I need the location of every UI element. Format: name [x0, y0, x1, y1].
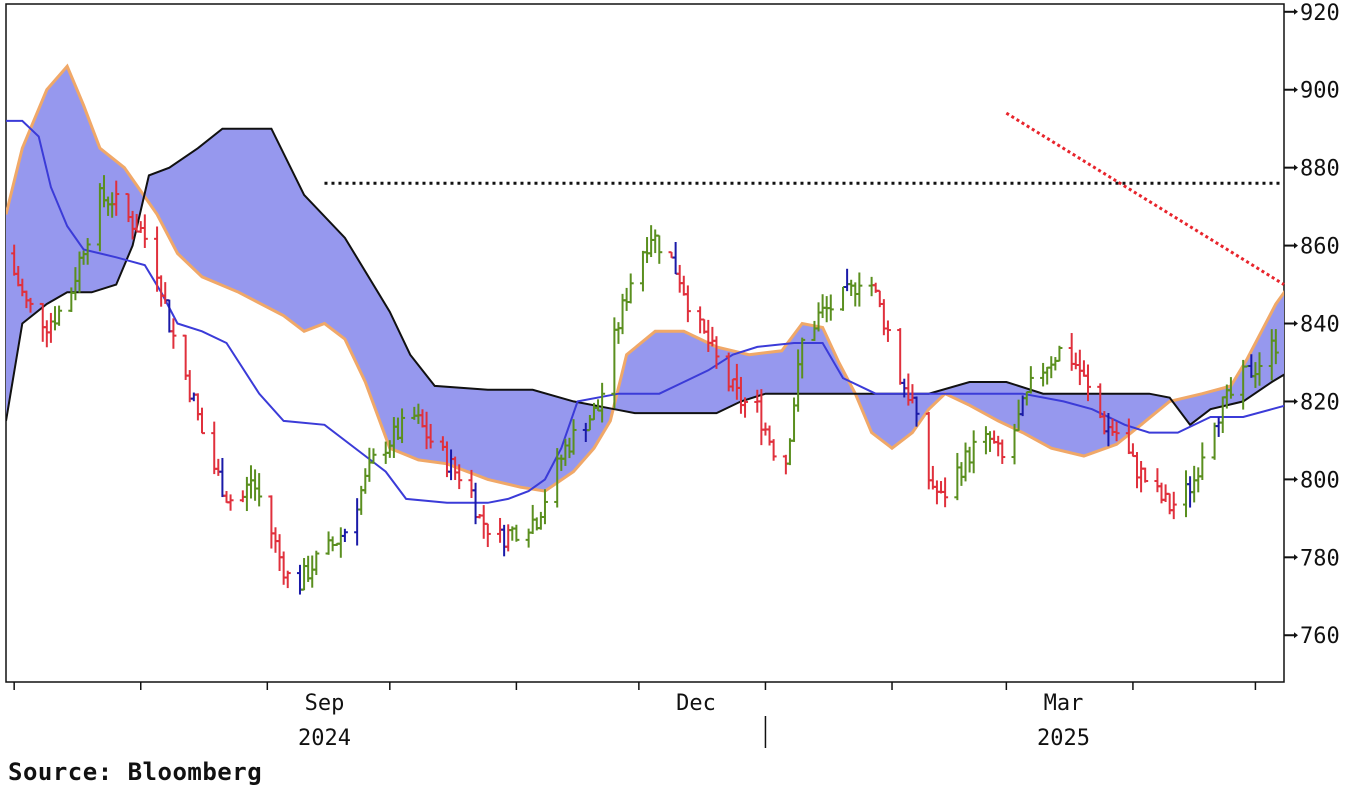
ohlc-bar	[399, 408, 406, 444]
ohlc-bar	[1199, 442, 1206, 481]
ohlc-bar	[913, 396, 920, 427]
annotation-layer	[324, 111, 1285, 286]
ohlc-bar	[456, 464, 463, 490]
y-axis: 760 780 800 820 840 860 880 900 920	[1284, 1, 1340, 649]
ohlc-bar	[541, 489, 548, 525]
ohlc-bar	[770, 439, 777, 461]
y-tick-label: 820	[1300, 390, 1340, 415]
ohlc-bar	[141, 214, 148, 248]
x-month-label: Dec	[676, 691, 716, 716]
ohlc-bar	[370, 448, 377, 464]
y-tick-label: 800	[1300, 468, 1340, 493]
y-tick-label: 760	[1300, 624, 1340, 649]
ohlc-bar	[113, 180, 120, 216]
ohlc-bar	[1170, 491, 1177, 520]
y-tick-arrow	[1294, 554, 1298, 561]
ohlc-bar	[1027, 366, 1034, 394]
source-label: Source: Bloomberg	[8, 758, 263, 786]
ohlc-bar	[27, 297, 34, 313]
ohlc-bar	[484, 522, 491, 548]
ohlc-bar	[198, 407, 205, 435]
ohlc-bar	[999, 439, 1006, 464]
y-tick-label: 880	[1300, 157, 1340, 182]
y-tick-label: 840	[1300, 313, 1340, 338]
ohlc-bar	[341, 528, 348, 543]
x-axis: Sep Dec Mar 2024 2025	[13, 682, 1257, 751]
ohlc-bar	[170, 318, 177, 349]
ohlc-bar	[427, 423, 434, 449]
ohlc-bar	[56, 305, 63, 326]
ohlc-bar	[656, 234, 663, 264]
ohlc-bar	[827, 294, 834, 321]
ohlc-bar	[1142, 467, 1149, 483]
y-tick-label: 780	[1300, 546, 1340, 571]
price-bars	[11, 175, 1279, 595]
downtrend-line	[1005, 111, 1285, 286]
x-year-label: 2024	[298, 726, 351, 751]
ohlc-bar	[684, 285, 691, 323]
ohlc-bar	[256, 473, 263, 507]
kijun-sen-line	[6, 119, 1284, 504]
ohlc-bar	[942, 477, 949, 508]
y-tick-arrow	[1294, 8, 1298, 15]
ohlc-bar	[84, 238, 91, 265]
y-tick-label: 900	[1300, 79, 1340, 104]
ohlc-bar	[1085, 364, 1092, 402]
ohlc-bar	[1227, 377, 1234, 399]
ohlc-bar	[1056, 345, 1063, 362]
ohlc-bar	[313, 550, 320, 576]
ohlc-bar	[513, 524, 520, 542]
kumo-cloud	[6, 66, 1284, 492]
x-month-label: Mar	[1044, 691, 1084, 716]
x-year-label: 2025	[1037, 726, 1090, 751]
ohlc-bar	[799, 337, 806, 379]
ohlc-bar	[970, 430, 977, 474]
y-tick-arrow	[1294, 632, 1298, 639]
y-tick-arrow	[1294, 242, 1298, 249]
y-tick-arrow	[1294, 86, 1298, 93]
y-tick-label: 920	[1300, 1, 1340, 26]
ohlc-bar	[1113, 421, 1120, 442]
ohlc-bar	[742, 397, 749, 418]
ohlc-bar	[570, 419, 577, 455]
y-tick-arrow	[1294, 476, 1298, 483]
ohlc-bar	[1256, 352, 1263, 386]
ohlc-bar	[627, 273, 634, 304]
x-month-label: Sep	[305, 691, 345, 716]
ohlc-bar	[856, 272, 863, 307]
senkou-span-a	[6, 63, 1284, 493]
y-tick-label: 860	[1300, 235, 1340, 260]
y-tick-arrow	[1294, 320, 1298, 327]
ohlc-bar	[1272, 329, 1279, 365]
y-tick-arrow	[1294, 164, 1298, 171]
lines-layer	[6, 119, 1284, 504]
ohlc-bar	[284, 570, 291, 589]
y-tick-arrow	[1294, 398, 1298, 405]
ohlc-bar	[884, 320, 891, 342]
ohlc-bar	[599, 382, 606, 423]
ohlc-bar	[713, 336, 720, 369]
ohlc-bar	[227, 494, 234, 511]
